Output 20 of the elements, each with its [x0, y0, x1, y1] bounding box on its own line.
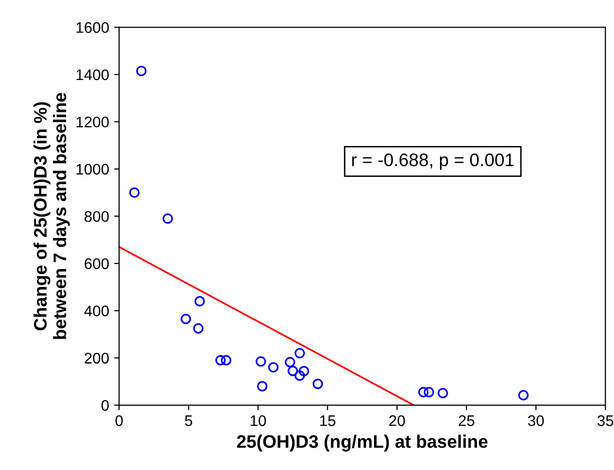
x-tick-label: 10 [250, 415, 266, 426]
y-tick-label: 0 [101, 400, 109, 411]
x-tick-label: 20 [389, 415, 405, 426]
y-tick-label: 1000 [76, 164, 109, 175]
x-tick-label: 35 [597, 415, 614, 426]
y-tick-label: 200 [84, 352, 109, 364]
x-tick-label: 25 [458, 415, 474, 426]
y-tick-label: 1400 [76, 69, 109, 80]
annotation: r = -0.688, p = 0.001 [352, 153, 514, 170]
y-tick-label: 600 [84, 258, 109, 270]
y-tick-label: 400 [84, 306, 109, 316]
x-tick-label: 15 [320, 415, 336, 426]
y-tick-label: 1600 [76, 22, 109, 33]
y-tick-label: 1200 [76, 116, 109, 128]
y-tick-label: 800 [84, 211, 109, 222]
y-axis-title: Change of 25(OH)D3 (in %) between 7 days and baseline [33, 92, 70, 339]
x-tick-label: 30 [528, 415, 544, 426]
x-axis-title: 25(OH)D3 (ng/mL) at baseline [236, 434, 488, 452]
x-tick-label: 0 [115, 415, 123, 426]
x-tick-label: 5 [184, 415, 192, 426]
